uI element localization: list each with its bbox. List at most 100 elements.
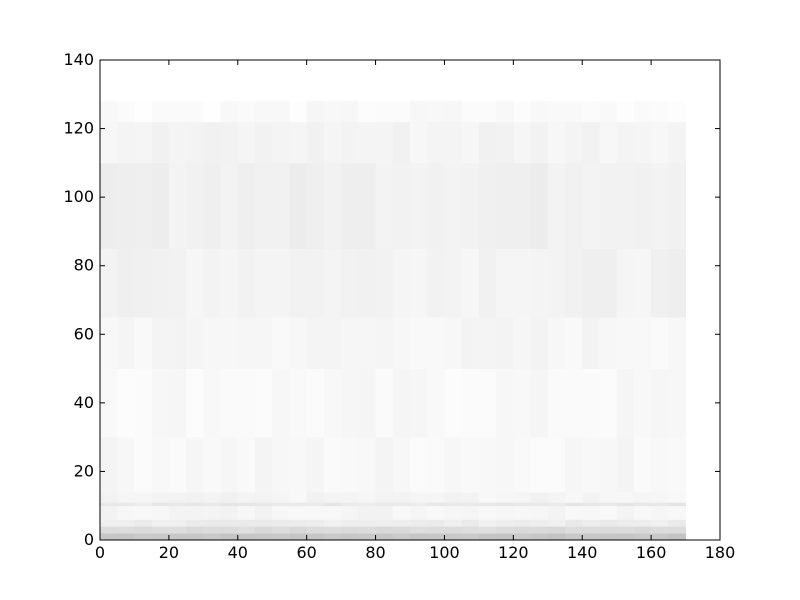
heatmap-cell-band11-col25: [530, 121, 549, 164]
heatmap-cell-band10-col21: [461, 162, 480, 249]
heatmap-cell-band6-col23: [496, 437, 514, 493]
heatmap-cell-band4-col32: [651, 502, 669, 507]
heatmap-cell-band6-col4: [168, 437, 187, 493]
heatmap-cell-band5-col25: [530, 492, 549, 503]
heatmap-cell-band5-col22: [478, 492, 497, 503]
heatmap-cell-band1-col8: [237, 526, 256, 534]
heatmap-cell-band10-col7: [220, 162, 239, 249]
heatmap-cell-band11-col19: [427, 121, 445, 164]
heatmap-cell-band6-col30: [616, 437, 635, 493]
heatmap-cell-band7-col4: [168, 368, 187, 438]
heatmap-cell-band9-col11: [289, 248, 308, 318]
heatmap-cell-band10-col12: [306, 162, 325, 249]
heatmap-cell-band1-col25: [530, 526, 549, 534]
heatmap-cell-band9-col21: [461, 248, 480, 318]
heatmap-cell-band12-col17: [392, 101, 411, 123]
heatmap-cell-band3-col12: [306, 505, 325, 520]
heatmap-cell-band4-col21: [461, 502, 480, 507]
heatmap-cell-band6-col25: [530, 437, 549, 493]
heatmap-cell-band8-col19: [427, 317, 445, 369]
heatmap-cell-band12-col21: [461, 101, 480, 123]
heatmap-cell-band10-col23: [496, 162, 514, 249]
y-tick-label-40: 40: [74, 393, 94, 412]
heatmap-cell-band6-col18: [410, 437, 428, 493]
heatmap-cell-band9-col1: [117, 248, 135, 318]
heatmap-cell-band9-col22: [478, 248, 497, 318]
heatmap-cell-band3-col17: [392, 505, 411, 520]
heatmap-cell-band2-col23: [496, 519, 514, 527]
heatmap-cell-band2-col1: [117, 519, 135, 527]
heatmap-cell-band9-col12: [306, 248, 325, 318]
heatmap-cell-band9-col20: [444, 248, 463, 318]
heatmap-cell-band2-col7: [220, 519, 239, 527]
heatmap-cell-band10-col26: [547, 162, 566, 249]
heatmap-cell-band3-col31: [633, 505, 652, 520]
heatmap-cell-band8-col7: [220, 317, 239, 369]
heatmap-cell-band2-col27: [565, 519, 583, 527]
heatmap-cell-band2-col2: [134, 519, 153, 527]
heatmap-cell-band9-col28: [582, 248, 600, 318]
heatmap-cell-band5-col15: [358, 492, 376, 503]
heatmap-cell-band2-col21: [461, 519, 480, 527]
heatmap-cell-band8-col5: [186, 317, 204, 369]
heatmap-cell-band12-col10: [272, 101, 290, 123]
axes-frame: [99, 59, 721, 541]
heatmap-cell-band3-col19: [427, 505, 445, 520]
heatmap-cell-band9-col3: [151, 248, 170, 318]
heatmap-cell-band3-col13: [323, 505, 342, 520]
heatmap-cell-band5-col11: [289, 492, 308, 503]
heatmap-cell-band4-col25: [530, 502, 549, 507]
heatmap-cell-band5-col19: [427, 492, 445, 503]
heatmap-cell-band6-col16: [375, 437, 394, 493]
heatmap-cell-band7-col13: [323, 368, 342, 438]
heatmap-cell-band0-col14: [341, 533, 359, 541]
heatmap-cell-band6-col27: [565, 437, 583, 493]
heatmap-cell-band3-col10: [272, 505, 290, 520]
heatmap-cell-band7-col20: [444, 368, 463, 438]
heatmap-cell-band5-col28: [582, 492, 600, 503]
heatmap-cell-band8-col3: [151, 317, 170, 369]
heatmap-cell-band10-col30: [616, 162, 635, 249]
heatmap-cell-band11-col17: [392, 121, 411, 164]
heatmap-cell-band11-col2: [134, 121, 153, 164]
heatmap-cell-band10-col27: [565, 162, 583, 249]
heatmap-cell-band6-col28: [582, 437, 600, 493]
heatmap-cell-band9-col32: [651, 248, 669, 318]
heatmap-cell-band0-col2: [134, 533, 153, 541]
heatmap-cell-band12-col13: [323, 101, 342, 123]
x-tick-label-100: 100: [429, 543, 460, 562]
heatmap-cell-band1-col33: [668, 526, 686, 534]
heatmap-cell-band8-col2: [134, 317, 153, 369]
heatmap-cell-band7-col16: [375, 368, 394, 438]
heatmap-cell-band4-col1: [117, 502, 135, 507]
heatmap-cell-band7-col0: [100, 368, 118, 438]
heatmap-cell-band2-col14: [341, 519, 359, 527]
heatmap-cell-band5-col30: [616, 492, 635, 503]
heatmap-cell-band1-col10: [272, 526, 290, 534]
heatmap-cell-band12-col25: [530, 101, 549, 123]
heatmap-cell-band11-col20: [444, 121, 463, 164]
heatmap-cell-band8-col15: [358, 317, 376, 369]
heatmap-cell-band1-col24: [513, 526, 531, 534]
heatmap-cell-band5-col24: [513, 492, 531, 503]
heatmap-cell-band12-col9: [255, 101, 273, 123]
heatmap-cell-band10-col8: [237, 162, 256, 249]
heatmap-cell-band1-col32: [651, 526, 669, 534]
heatmap-cell-band11-col22: [478, 121, 497, 164]
heatmap-cell-band7-col26: [547, 368, 566, 438]
heatmap-cell-band2-col15: [358, 519, 376, 527]
heatmap-cell-band9-col5: [186, 248, 204, 318]
heatmap-cell-band6-col17: [392, 437, 411, 493]
heatmap-cell-band6-col21: [461, 437, 480, 493]
heatmap-cell-band3-col26: [547, 505, 566, 520]
heatmap-cell-band7-col22: [478, 368, 497, 438]
heatmap-cell-band5-col20: [444, 492, 463, 503]
heatmap-cell-band12-col24: [513, 101, 531, 123]
heatmap-cell-band0-col15: [358, 533, 376, 541]
heatmap-cell-band12-col5: [186, 101, 204, 123]
heatmap-cell-band12-col11: [289, 101, 308, 123]
heatmap-cell-band6-col24: [513, 437, 531, 493]
heatmap-cell-band5-col12: [306, 492, 325, 503]
heatmap-cell-band0-col29: [599, 533, 618, 541]
heatmap-cell-band9-col24: [513, 248, 531, 318]
